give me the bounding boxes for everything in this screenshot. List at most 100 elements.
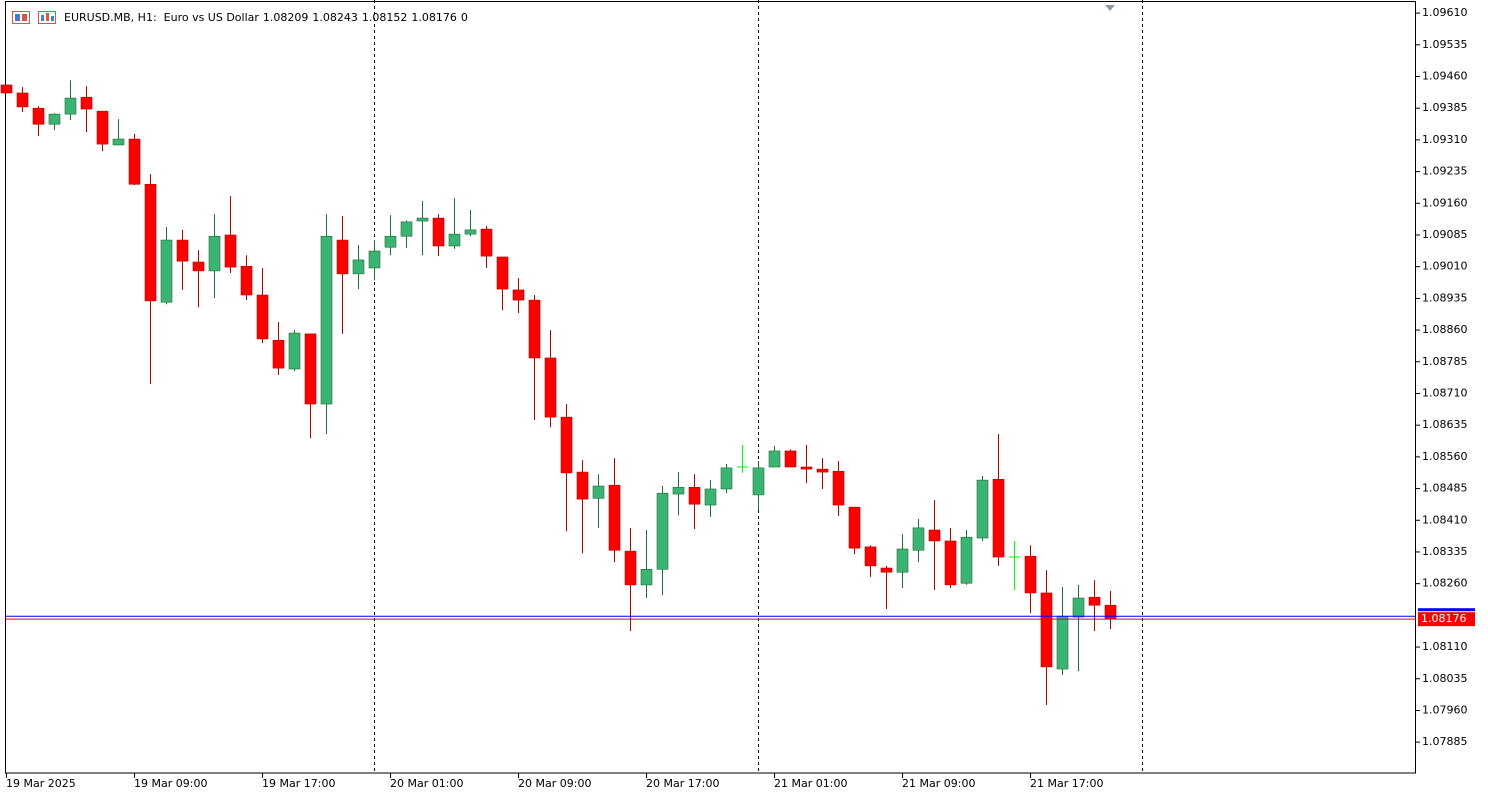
- candle-body: [336, 239, 349, 275]
- candle-body: [672, 486, 685, 495]
- y-tick-label: 1.09235: [1422, 165, 1468, 178]
- y-tick-label: 1.09610: [1422, 6, 1468, 19]
- candle-body: [768, 450, 781, 468]
- x-tick-label: 19 Mar 09:00: [134, 777, 207, 790]
- icon-part: [22, 14, 27, 21]
- candle-body: [496, 256, 509, 290]
- y-tick-label: 1.09010: [1422, 260, 1468, 273]
- x-tick-label: 20 Mar 01:00: [390, 777, 463, 790]
- candle-body: [608, 484, 621, 551]
- icon-part: [51, 16, 54, 21]
- y-tick-label: 1.07960: [1422, 703, 1468, 716]
- icon-part: [41, 15, 44, 21]
- x-tick-label: 19 Mar 2025: [6, 777, 76, 790]
- candle-body: [512, 289, 525, 301]
- candle-body: [880, 567, 893, 573]
- candle-body: [592, 485, 605, 499]
- candle-body: [416, 217, 429, 222]
- candle-body: [720, 467, 733, 490]
- y-tick-label: 1.08560: [1422, 450, 1468, 463]
- bid-label-box: [1418, 612, 1475, 627]
- spread-value: 0: [460, 11, 468, 24]
- candle-body: [1024, 555, 1037, 594]
- y-tick-label: 1.08485: [1422, 482, 1468, 495]
- candle-body: [1072, 597, 1085, 618]
- candle-body: [64, 97, 77, 115]
- candle-body: [976, 479, 989, 539]
- candle-body: [944, 540, 957, 586]
- candle-body: [400, 221, 413, 237]
- y-tick-label: 1.09535: [1422, 38, 1468, 51]
- candle-body: [16, 92, 29, 108]
- y-tick-label: 1.08110: [1422, 640, 1468, 653]
- candle-body: [688, 486, 701, 505]
- candle-body: [1056, 615, 1069, 670]
- candle-body: [1104, 604, 1117, 620]
- candle-body: [960, 536, 973, 584]
- candle-body: [384, 235, 397, 248]
- candle-body: [448, 233, 461, 247]
- candle-body: [32, 107, 45, 125]
- y-tick-label: 1.08035: [1422, 672, 1468, 685]
- bid-label: 1.08176: [1421, 612, 1467, 625]
- candle-body: [560, 416, 573, 474]
- symbol-icons: [12, 11, 56, 24]
- y-tick-label: 1.08335: [1422, 545, 1468, 558]
- candle-body: [160, 239, 173, 303]
- candle-body: [528, 299, 541, 359]
- plot-frame: [5, 1, 1416, 774]
- low-value: 1.08152: [361, 11, 408, 24]
- candle-body: [752, 467, 765, 496]
- candle-body: [176, 239, 189, 262]
- candle-body: [544, 357, 557, 418]
- candle-body: [256, 294, 269, 340]
- candle-body: [784, 450, 797, 468]
- y-tick-label: 1.08635: [1422, 418, 1468, 431]
- candle-body: [1040, 592, 1053, 668]
- y-tick-label: 1.09085: [1422, 228, 1468, 241]
- candle-body: [96, 110, 109, 145]
- candle-body: [224, 234, 237, 268]
- y-tick-label: 1.09160: [1422, 196, 1468, 209]
- candle-body: [352, 259, 365, 275]
- candle-body: [864, 546, 877, 567]
- x-tick-label: 21 Mar 17:00: [1030, 777, 1103, 790]
- candle-body: [320, 235, 333, 405]
- candle-body: [48, 113, 61, 125]
- candle-body: [576, 471, 589, 500]
- close-value: 1.08176: [411, 11, 457, 24]
- chart-header: EURUSD.MB, H1: Euro vs US Dollar 1.08209…: [64, 11, 468, 24]
- candle-body: [128, 138, 141, 185]
- candle-body: [848, 506, 861, 549]
- candle-body: [624, 550, 637, 586]
- candle-body: [272, 339, 285, 369]
- candle-body: [1088, 596, 1101, 606]
- candle-body: [912, 527, 925, 551]
- candle-body: [816, 468, 829, 473]
- x-tick-label: 21 Mar 09:00: [902, 777, 975, 790]
- y-tick-label: 1.09310: [1422, 133, 1468, 146]
- y-tick-label: 1.08785: [1422, 355, 1468, 368]
- y-tick-label: 1.08860: [1422, 323, 1468, 336]
- chart-shift-marker[interactable]: [1105, 5, 1115, 11]
- candle-body: [832, 470, 845, 506]
- candle-body: [0, 84, 13, 94]
- candle-body: [656, 492, 669, 570]
- candle-body: [992, 478, 1005, 558]
- candle-body: [896, 548, 909, 573]
- candle-body: [368, 250, 381, 269]
- icon-part: [15, 14, 20, 21]
- candle-body: [704, 488, 717, 506]
- symbol-title: EURUSD.MB, H1: Euro vs US Dollar: [64, 11, 259, 24]
- candle-body: [80, 96, 93, 110]
- candle-body: [800, 466, 813, 470]
- x-tick-label: 20 Mar 17:00: [646, 777, 719, 790]
- icon-part: [46, 13, 49, 21]
- candle-body: [192, 261, 205, 272]
- y-tick-label: 1.08710: [1422, 386, 1468, 399]
- y-tick-label: 1.08935: [1422, 291, 1468, 304]
- candle-body: [432, 217, 445, 247]
- x-tick-label: 19 Mar 17:00: [262, 777, 335, 790]
